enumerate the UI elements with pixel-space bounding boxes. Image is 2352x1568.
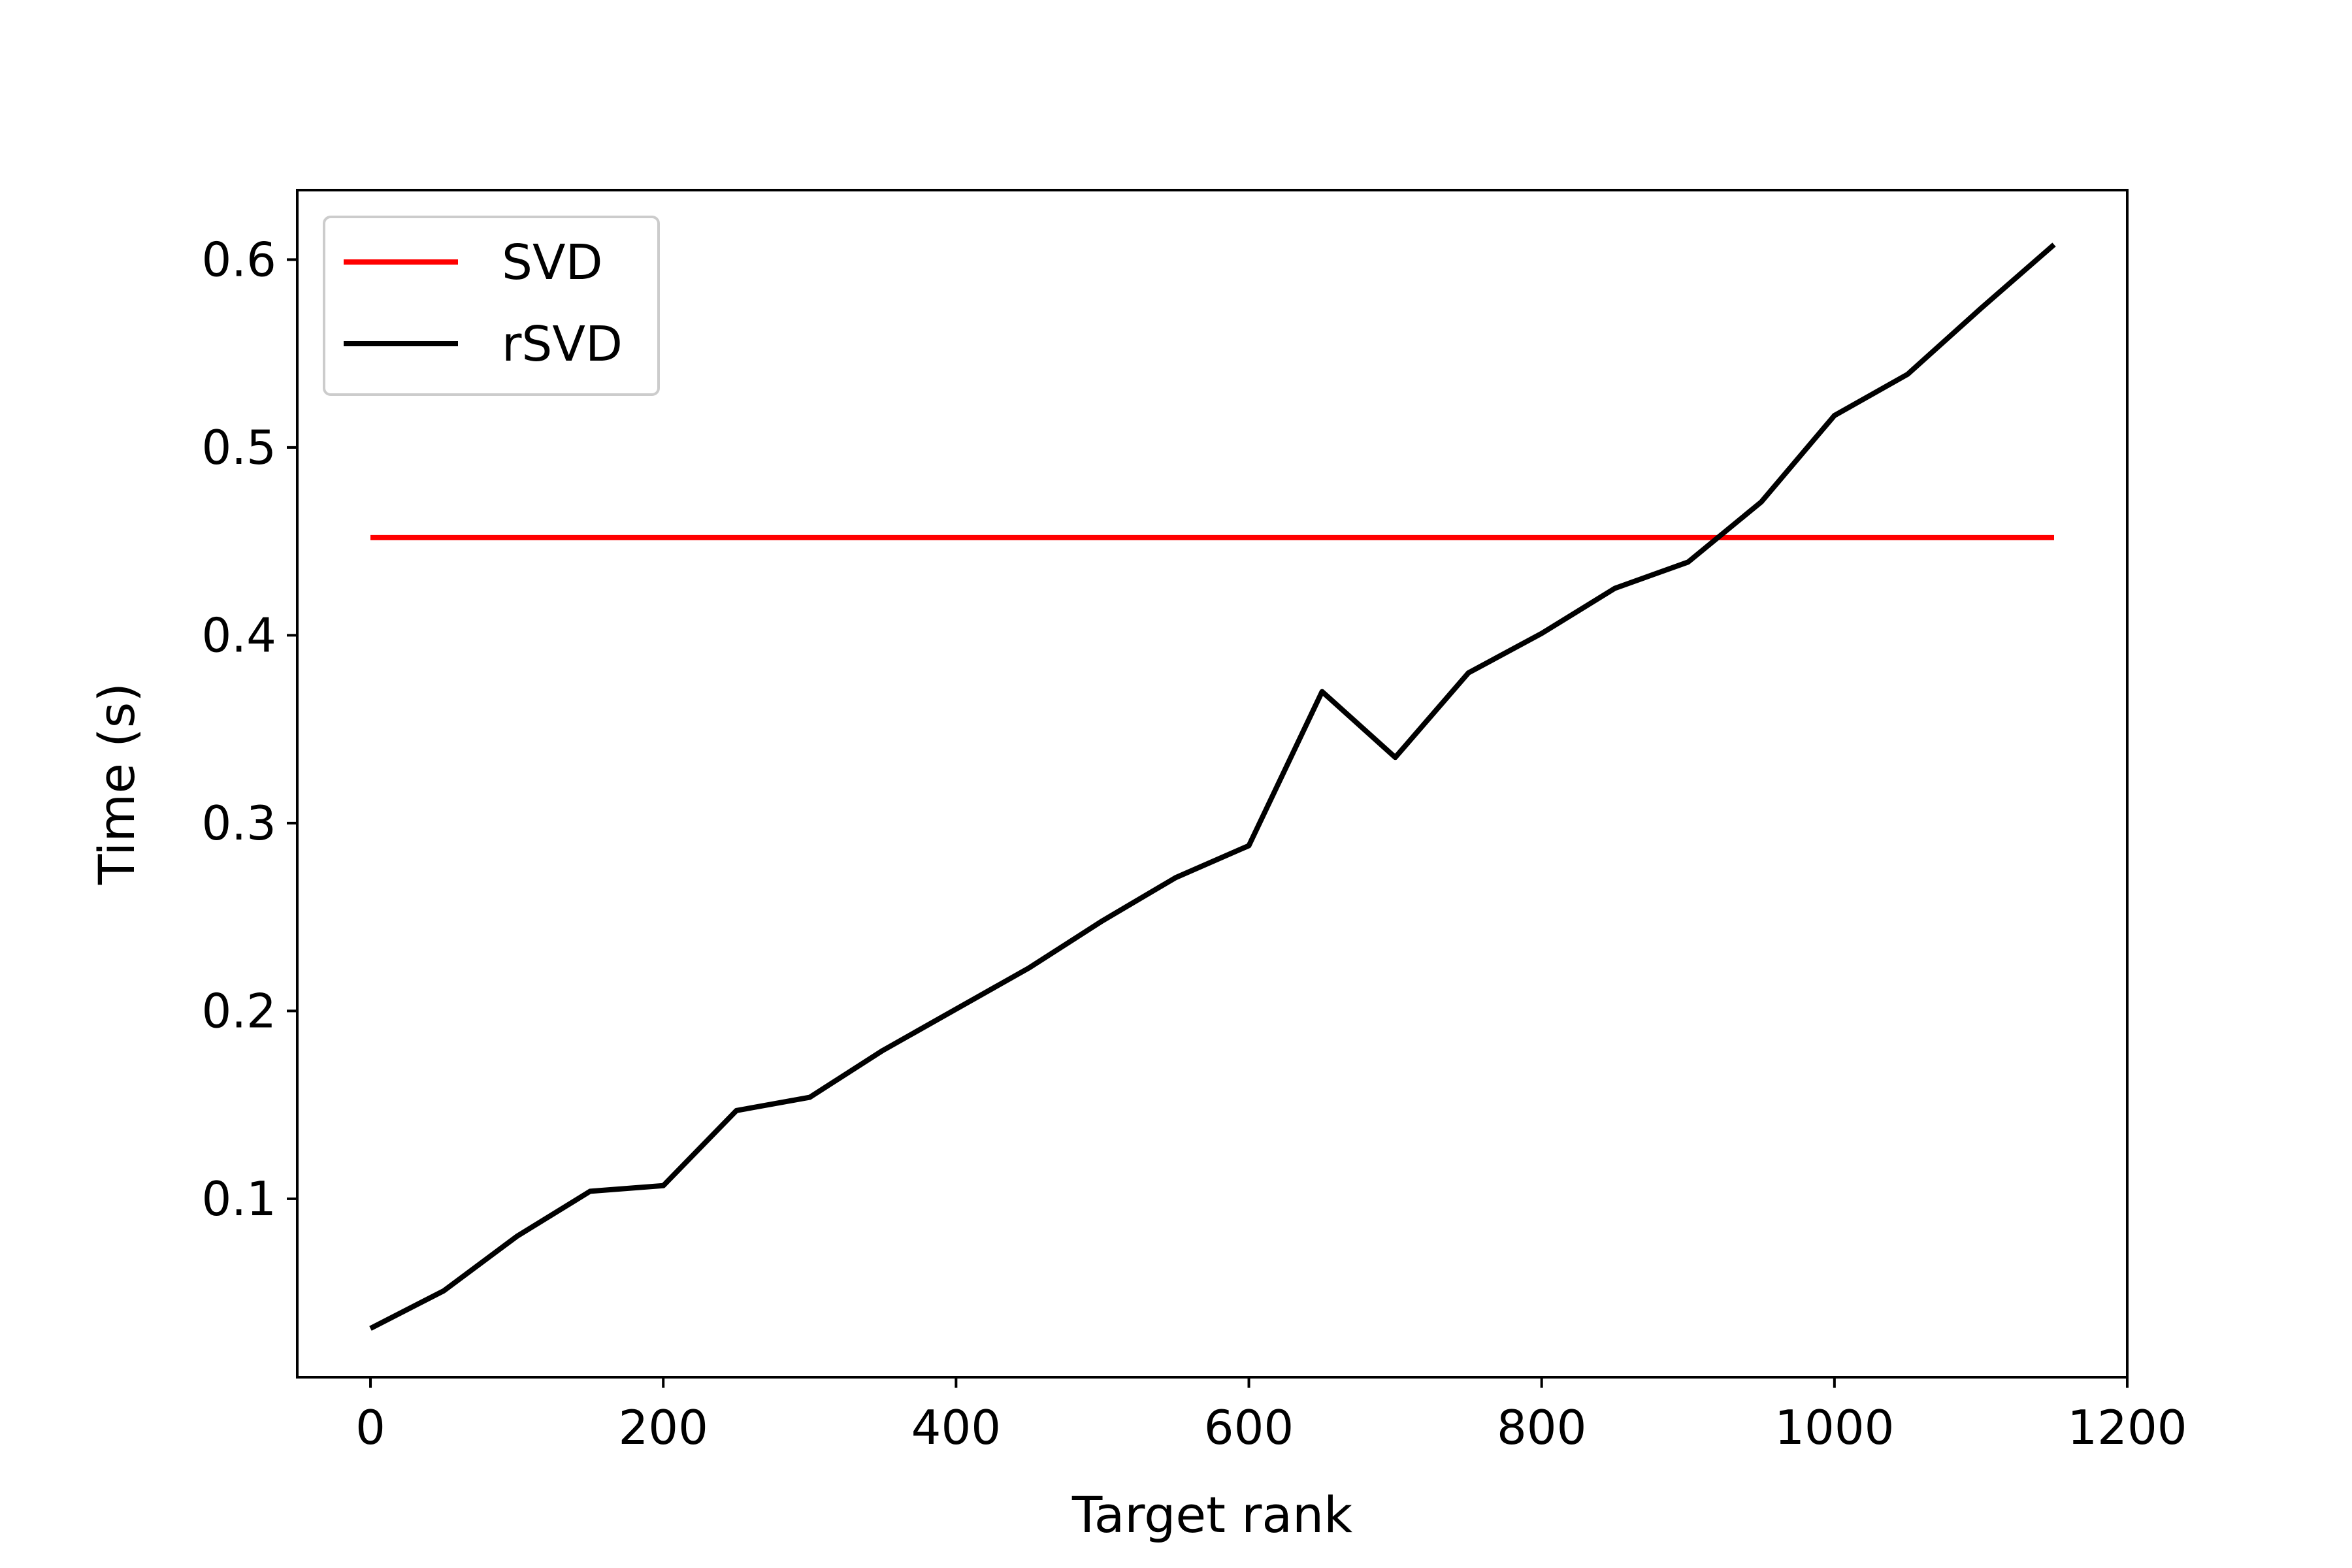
x-tick-label: 200 [618,1400,708,1455]
axes-frame [296,189,2129,1379]
y-tick-label: 0.6 [201,232,276,287]
series-line-rsvd [369,242,2056,1331]
legend-label-rsvd: rSVD [502,316,623,372]
x-axis-label: Target rank [1071,1486,1352,1544]
y-tick-label: 0.1 [201,1171,276,1226]
y-axis-label: Time (s) [88,683,146,885]
x-tick-label: 400 [911,1400,1001,1455]
x-tick-label: 1000 [1774,1400,1894,1455]
legend: SVD rSVD [323,216,660,396]
legend-label-svd: SVD [502,235,603,291]
x-tick-label: 600 [1204,1400,1294,1455]
plot-area [296,189,2129,1379]
y-tick-label: 0.5 [201,420,276,475]
x-tick-label: 1200 [2067,1400,2187,1455]
y-tick-label: 0.2 [201,983,276,1038]
axis-ticks: 0 200 400 600 800 1000 1200 0.1 0.2 0.3 0.4 0.5 0.6 [201,232,2187,1455]
x-tick-label: 800 [1497,1400,1586,1455]
y-tick-label: 0.4 [201,608,276,662]
x-tick-label: 0 [355,1400,385,1455]
y-tick-label: 0.3 [201,796,276,851]
